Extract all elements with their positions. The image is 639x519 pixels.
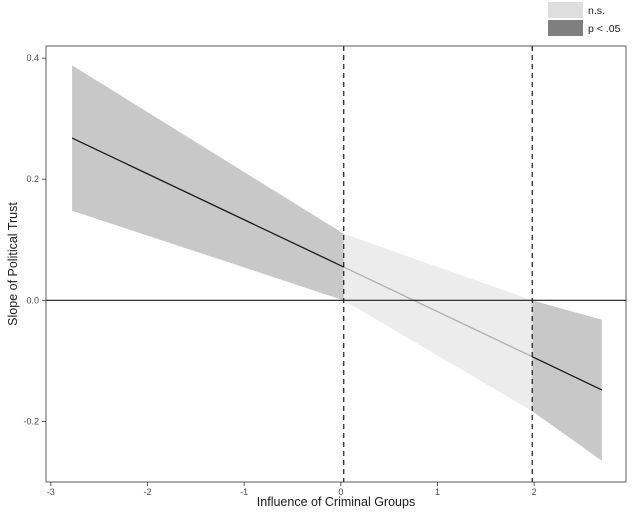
x-tick-label: 2 bbox=[532, 487, 537, 497]
slope-line-3 bbox=[531, 356, 603, 391]
legend: n.s. p < .05 bbox=[548, 2, 621, 36]
legend-label-ns: n.s. bbox=[588, 5, 605, 17]
x-axis-label: Influence of Criminal Groups bbox=[257, 495, 415, 509]
legend-label-significant: p < .05 bbox=[588, 23, 621, 35]
x-tick-label: 0 bbox=[338, 487, 343, 497]
confidence-band-3 bbox=[532, 300, 602, 461]
reference-lines bbox=[46, 46, 626, 482]
y-tick-label: -0.2 bbox=[23, 416, 39, 426]
x-tick-label: -1 bbox=[240, 487, 248, 497]
y-tick-label: 0.0 bbox=[26, 295, 39, 305]
legend-key-ns bbox=[548, 2, 583, 18]
axis-ticks: -3 -2 -1 0 1 2 -0.2 0.0 0.2 0.4 bbox=[23, 53, 536, 497]
x-tick-label: -3 bbox=[47, 487, 55, 497]
slope-line-2 bbox=[343, 266, 533, 358]
legend-key-significant bbox=[548, 20, 583, 36]
confidence-band-2 bbox=[343, 233, 533, 412]
slope-lines bbox=[71, 137, 603, 391]
y-tick-label: 0.2 bbox=[26, 174, 39, 184]
slope-line-1 bbox=[71, 137, 345, 268]
x-tick-label: -2 bbox=[143, 487, 151, 497]
y-tick-label: 0.4 bbox=[26, 53, 39, 63]
y-axis-label: Slope of Political Trust bbox=[6, 202, 20, 326]
x-tick-label: 1 bbox=[435, 487, 440, 497]
confidence-band-1 bbox=[72, 65, 344, 301]
plot-panel-border bbox=[45, 45, 627, 483]
confidence-bands bbox=[72, 65, 602, 461]
